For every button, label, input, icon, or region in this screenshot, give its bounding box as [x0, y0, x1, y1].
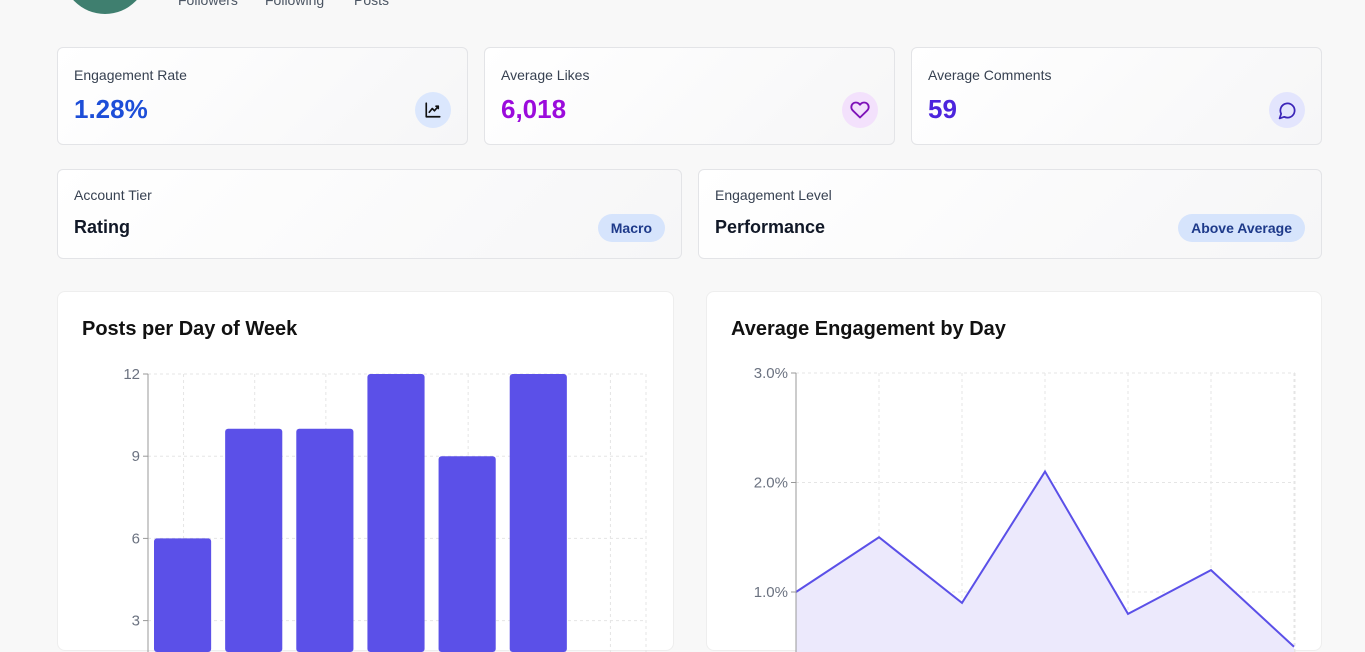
- chart-title: Average Engagement by Day: [731, 318, 1006, 340]
- y-tick-label: 12: [123, 366, 140, 383]
- bar: [225, 428, 283, 652]
- level-label: Engagement Level: [715, 187, 832, 203]
- y-tick-label: 3.0%: [754, 365, 788, 382]
- tier-badge: Macro: [597, 214, 665, 242]
- metric-value: 1.28%: [74, 94, 148, 124]
- posts-label: Posts: [354, 0, 390, 8]
- metric-value: 59: [928, 94, 957, 124]
- bar: [154, 538, 212, 652]
- metric-label: Average Comments: [928, 67, 1052, 83]
- engagement-by-day-card: Average Engagement by Day 1.0% 2.0% 3.0%: [706, 291, 1322, 652]
- bar: [296, 428, 354, 652]
- y-tick-label: 1.0%: [754, 584, 788, 601]
- bar: [367, 374, 425, 652]
- message-circle-icon: [1269, 92, 1305, 128]
- area-fill: [796, 471, 1294, 652]
- area-chart: 1.0% 2.0% 3.0%: [754, 365, 1296, 652]
- series-line: [795, 469, 1295, 648]
- trending-up-icon: [415, 92, 451, 128]
- followers-label: Followers: [178, 0, 238, 8]
- y-tick-label: 9: [132, 448, 140, 465]
- metric-label: Average Likes: [501, 67, 590, 83]
- metric-card-average-likes: Average Likes 6,018: [484, 47, 895, 145]
- metric-card-engagement-rate: Engagement Rate 1.28%: [57, 47, 468, 145]
- bar-chart: 3 6 9 12: [123, 366, 647, 652]
- tier-title: Rating: [74, 217, 130, 237]
- y-tick-label: 2.0%: [754, 475, 788, 492]
- metric-card-average-comments: Average Comments 59: [911, 47, 1322, 145]
- account-tier-card: Account Tier Rating Macro: [57, 169, 682, 259]
- level-title: Performance: [715, 217, 826, 237]
- metric-label: Engagement Rate: [74, 67, 187, 83]
- metric-value: 6,018: [501, 94, 567, 124]
- bar: [438, 456, 496, 652]
- tier-label: Account Tier: [74, 187, 152, 203]
- level-badge: Above Average: [1178, 214, 1305, 242]
- bar: [509, 374, 567, 652]
- y-tick-label: 3: [132, 613, 140, 630]
- avatar[interactable]: [62, 0, 148, 14]
- y-tick-label: 6: [132, 530, 140, 547]
- engagement-level-card: Engagement Level Performance Above Avera…: [698, 169, 1322, 259]
- posts-per-day-card: Posts per Day of Week 3 6 9 12: [57, 291, 674, 652]
- heart-icon: [842, 92, 878, 128]
- following-label: Following: [265, 0, 325, 8]
- chart-title: Posts per Day of Week: [82, 318, 298, 340]
